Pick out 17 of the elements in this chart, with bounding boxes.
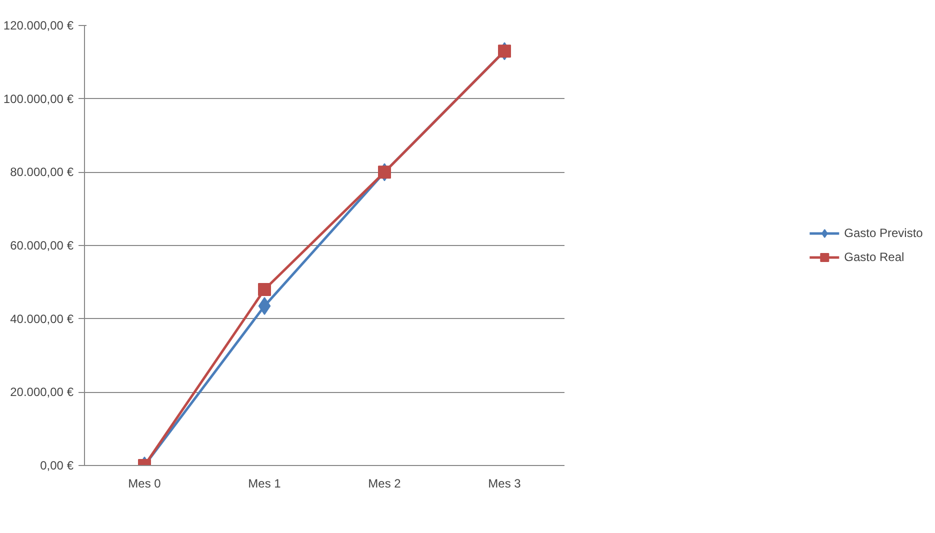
legend-label: Gasto Real bbox=[844, 250, 904, 264]
y-tick-label: 120.000,00 € bbox=[3, 18, 74, 32]
point bbox=[258, 297, 271, 315]
x-tick-label: Mes 0 bbox=[128, 476, 162, 490]
y-tick-label: 20.000,00 € bbox=[10, 385, 74, 400]
point bbox=[378, 166, 391, 179]
y-tick-label: 100.000,00 € bbox=[3, 92, 74, 106]
point bbox=[258, 283, 271, 296]
y-tick-label: 60.000,00 € bbox=[10, 238, 74, 252]
x-tick-label: Mes 1 bbox=[248, 476, 282, 490]
y-tick-label: 80.000,00 € bbox=[10, 165, 74, 180]
point bbox=[498, 44, 511, 58]
y-tick-label: 40.000,00 € bbox=[10, 312, 74, 326]
x-tick-label: Mes 3 bbox=[488, 476, 522, 490]
x-tick-label: Mes 2 bbox=[368, 476, 402, 490]
y-tick-label: 0,00 € bbox=[40, 458, 74, 472]
legend-label: Gasto Previsto bbox=[844, 226, 923, 240]
